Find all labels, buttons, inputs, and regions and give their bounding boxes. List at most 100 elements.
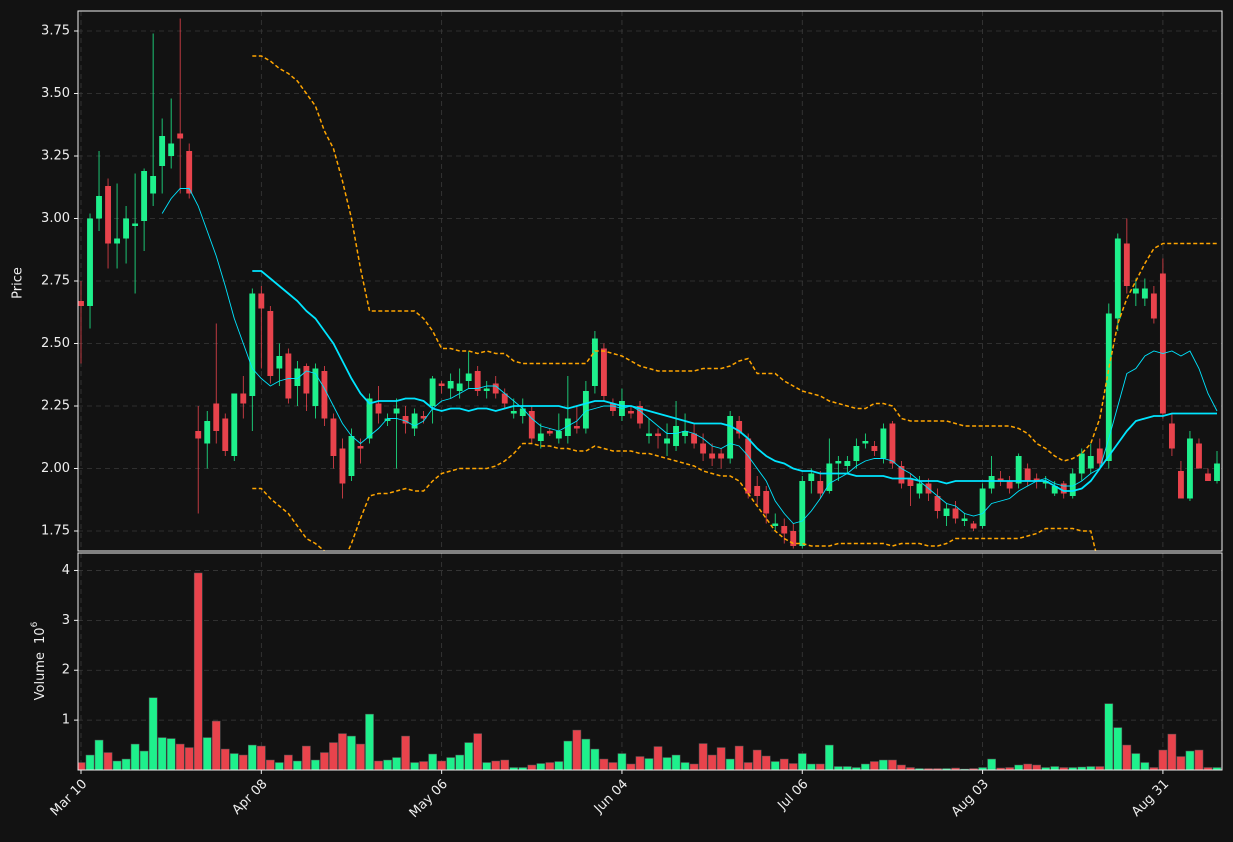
volume-bar (464, 742, 473, 770)
candle-body (1187, 438, 1193, 499)
candle-body (474, 371, 481, 391)
candle-body (222, 418, 229, 451)
candle-body (105, 186, 111, 244)
candle-body (1105, 313, 1112, 461)
volume-bar (103, 752, 113, 770)
volume-bar (590, 748, 600, 770)
candle-body (637, 406, 643, 424)
candle-body (582, 391, 589, 429)
volume-bar (1113, 727, 1123, 770)
candle-body (853, 446, 860, 461)
candle-body (1042, 481, 1049, 484)
candle-body (1006, 481, 1013, 489)
candle-body (168, 143, 175, 156)
price-axis-label: Price (11, 267, 26, 299)
volume-bar (121, 758, 131, 770)
candle-body (655, 433, 661, 436)
volume-bar (662, 757, 672, 770)
candle-body (240, 393, 247, 404)
candle-body (357, 446, 364, 449)
volume-tick-label: 3 (62, 613, 70, 628)
volume-bar (734, 745, 744, 770)
candle-body (871, 446, 878, 451)
candle-body (303, 366, 310, 394)
volume-bar (1122, 744, 1132, 770)
volume-bar (680, 762, 690, 770)
price-frame (77, 10, 1223, 552)
volume-frame (77, 552, 1223, 771)
volume-bar (707, 754, 717, 770)
candle-body (817, 481, 824, 494)
volume-bar (888, 759, 897, 770)
candle-body (970, 523, 977, 529)
candle-body (492, 383, 499, 394)
volume-bar (94, 739, 104, 770)
candle-body (1024, 468, 1031, 481)
candle-body (754, 486, 761, 496)
volume-bar (626, 763, 636, 770)
overlay-line (161, 188, 1218, 525)
volume-bar (482, 762, 492, 770)
volume-tick-label: 1 (62, 713, 70, 728)
candle-body (997, 478, 1004, 481)
candle-body (799, 481, 806, 546)
volume-bar (85, 754, 95, 770)
candle-body (862, 441, 869, 444)
candle-body (438, 383, 445, 386)
overlay-line (252, 55, 1217, 462)
volume-bar (1077, 766, 1087, 770)
candle-body (1078, 453, 1085, 474)
candle-body (1051, 486, 1058, 494)
y-tick-label: 2.50 (41, 336, 70, 351)
volume-bar (527, 764, 537, 770)
volume-bar (987, 758, 996, 770)
candle-body (231, 393, 238, 456)
volume-bar (220, 748, 230, 770)
candle-body (727, 416, 734, 459)
volume-scale-exponent: 6 (30, 621, 40, 627)
volume-bar (788, 763, 798, 770)
candle-body (159, 136, 166, 166)
volume-bar (671, 754, 681, 770)
volume-bar (1050, 766, 1060, 770)
candle-body (591, 338, 598, 386)
candle-body (691, 433, 698, 444)
volume-bar (554, 761, 564, 770)
volume-bar (806, 763, 816, 770)
volume-bar (437, 760, 446, 770)
volume-bar (211, 720, 221, 770)
volume-bar (247, 744, 257, 770)
candle-body (979, 488, 986, 526)
candle-body (348, 436, 355, 476)
candle-body (745, 438, 752, 494)
volume-bar (725, 758, 735, 770)
candle-body (736, 421, 743, 434)
volume-bar (1140, 762, 1150, 770)
candle-body (1123, 243, 1130, 286)
candle-body (465, 373, 472, 381)
candle-body (1096, 448, 1103, 464)
volume-bar (1194, 749, 1204, 770)
candle-body (1060, 483, 1067, 494)
volume-bar (293, 760, 302, 770)
candle-body (1087, 456, 1094, 469)
y-tick-label: 3.00 (41, 211, 70, 226)
volume-bar (563, 740, 573, 770)
candle-body (87, 218, 93, 306)
candle-body (402, 416, 409, 424)
candle-body (934, 496, 941, 511)
volume-bar (302, 745, 311, 770)
candle-body (709, 453, 716, 459)
candle-body (610, 403, 616, 411)
volume-bar (843, 766, 852, 770)
candle-body (673, 426, 679, 446)
volume-bar (581, 738, 591, 770)
volume-bar (184, 747, 194, 770)
overlay-line (252, 442, 1097, 551)
y-tick-label: 2.00 (41, 461, 70, 476)
y-tick-label: 2.25 (41, 399, 70, 414)
volume-bar (347, 735, 356, 770)
candle-body (429, 378, 436, 406)
candle-body (844, 461, 851, 466)
